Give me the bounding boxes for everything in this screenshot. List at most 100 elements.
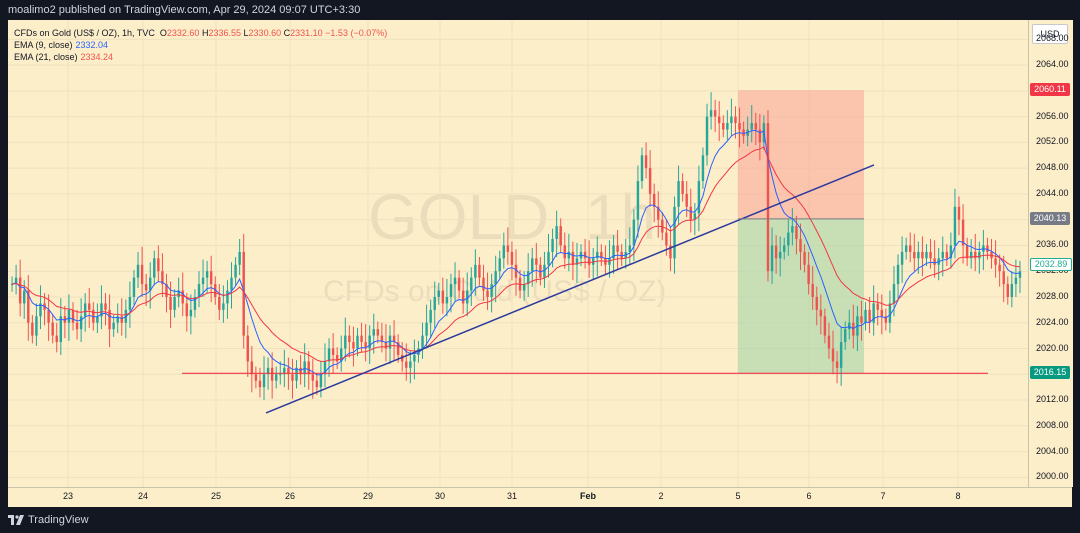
candle-body bbox=[551, 239, 553, 252]
candle-body bbox=[316, 381, 318, 387]
candle-body bbox=[876, 303, 878, 309]
candle-body bbox=[478, 265, 480, 278]
candle-body bbox=[173, 297, 175, 310]
time-tick-label: Feb bbox=[580, 491, 596, 501]
candle-body bbox=[714, 110, 716, 116]
candle-body bbox=[730, 117, 732, 123]
candle-body bbox=[153, 258, 155, 277]
ohlc-close-value: 2331.10 bbox=[290, 28, 323, 38]
tradingview-icon bbox=[8, 515, 24, 525]
time-axis[interactable] bbox=[8, 487, 1072, 508]
candle-body bbox=[96, 316, 98, 322]
price-tick-label: 2020.00 bbox=[1036, 343, 1069, 353]
candle-body bbox=[868, 310, 870, 323]
ema9-value: 2332.04 bbox=[76, 40, 109, 50]
candle-body bbox=[60, 316, 62, 342]
candle-body bbox=[454, 278, 456, 284]
ema9-row[interactable]: EMA (9, close) 2332.04 bbox=[14, 39, 387, 51]
candle-body bbox=[1007, 284, 1009, 297]
candle-body bbox=[905, 245, 907, 251]
candle-body bbox=[755, 123, 757, 129]
candle-body bbox=[482, 278, 484, 291]
candle-body bbox=[641, 155, 643, 181]
candle-body bbox=[852, 323, 854, 336]
candle-body bbox=[824, 316, 826, 335]
candle-body bbox=[588, 258, 590, 264]
candle-body bbox=[986, 245, 988, 251]
candle-body bbox=[925, 252, 927, 258]
candle-body bbox=[840, 342, 842, 368]
candle-body bbox=[157, 258, 159, 271]
time-tick-label: 29 bbox=[363, 491, 373, 501]
time-tick-label: 26 bbox=[285, 491, 295, 501]
candle-body bbox=[368, 336, 370, 349]
candle-body bbox=[137, 265, 139, 278]
candle-body bbox=[848, 323, 850, 329]
candle-body bbox=[779, 252, 781, 258]
time-tick-label: 24 bbox=[138, 491, 148, 501]
price-tick-label: 2000.00 bbox=[1036, 471, 1069, 481]
candle-body bbox=[373, 329, 375, 335]
candle-body bbox=[893, 284, 895, 303]
candle-body bbox=[734, 117, 736, 123]
candle-body bbox=[759, 130, 761, 143]
candle-body bbox=[637, 181, 639, 220]
candle-body bbox=[332, 349, 334, 355]
symbol-label[interactable]: CFDs on Gold (US$ / OZ), 1h, TVC bbox=[14, 28, 155, 38]
candle-body bbox=[564, 245, 566, 258]
ema21-value: 2334.24 bbox=[81, 52, 114, 62]
candle-body bbox=[433, 297, 435, 310]
candle-body bbox=[312, 374, 314, 380]
candle-body bbox=[385, 342, 387, 348]
candle-body bbox=[917, 252, 919, 258]
candle-body bbox=[425, 323, 427, 336]
candle-body bbox=[820, 310, 822, 316]
candle-body bbox=[535, 258, 537, 264]
price-badge: 2060.11 bbox=[1030, 83, 1070, 96]
price-chart[interactable] bbox=[8, 20, 1028, 487]
candle-body bbox=[645, 155, 647, 168]
candle-body bbox=[706, 117, 708, 156]
candle-body bbox=[35, 316, 37, 335]
candle-body bbox=[121, 316, 123, 322]
candle-body bbox=[88, 303, 90, 309]
candle-body bbox=[442, 291, 444, 304]
candle-body bbox=[263, 374, 265, 387]
candle-body bbox=[291, 374, 293, 380]
price-tick-label: 2036.00 bbox=[1036, 239, 1069, 249]
candle-body bbox=[409, 361, 411, 367]
candle-body bbox=[421, 336, 423, 349]
price-tick-label: 2028.00 bbox=[1036, 291, 1069, 301]
candle-body bbox=[470, 278, 472, 291]
candle-body bbox=[913, 252, 915, 258]
candle-body bbox=[690, 207, 692, 220]
candle-body bbox=[881, 310, 883, 316]
candle-body bbox=[271, 368, 273, 381]
candle-body bbox=[942, 252, 944, 258]
candle-body bbox=[771, 245, 773, 271]
candle-body bbox=[186, 303, 188, 316]
candle-body bbox=[169, 297, 171, 310]
candle-body bbox=[259, 381, 261, 387]
candle-body bbox=[523, 284, 525, 290]
ohlc-high-value: 2336.55 bbox=[208, 28, 241, 38]
candle-body bbox=[238, 252, 240, 265]
ema21-row[interactable]: EMA (21, close) 2334.24 bbox=[14, 51, 387, 63]
candle-body bbox=[474, 265, 476, 278]
candle-body bbox=[190, 310, 192, 316]
candle-body bbox=[47, 310, 49, 323]
candle-body bbox=[954, 207, 956, 246]
time-tick-label: 30 bbox=[435, 491, 445, 501]
candle-body bbox=[860, 316, 862, 322]
price-tick-label: 2056.00 bbox=[1036, 111, 1069, 121]
tradingview-logo[interactable]: TradingView bbox=[8, 507, 89, 533]
candle-body bbox=[360, 336, 362, 342]
chart-legend: CFDs on Gold (US$ / OZ), 1h, TVC O2332.6… bbox=[14, 27, 387, 63]
candle-body bbox=[1015, 278, 1017, 284]
price-badge: 2040.13 bbox=[1030, 212, 1070, 225]
candle-body bbox=[572, 252, 574, 265]
candle-body bbox=[356, 336, 358, 349]
time-tick-label: 2 bbox=[658, 491, 663, 501]
time-tick-label: 25 bbox=[211, 491, 221, 501]
candle-body bbox=[998, 265, 1000, 271]
